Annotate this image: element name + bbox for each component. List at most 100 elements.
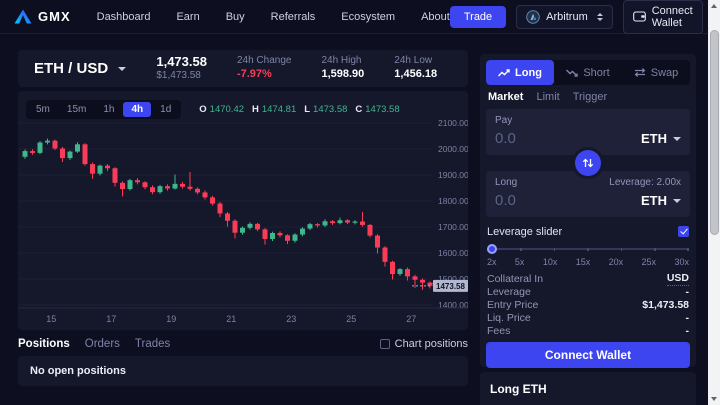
- leverage-label: Leverage: [487, 285, 531, 298]
- long-label: Long: [495, 177, 518, 188]
- collateral-value[interactable]: USD: [666, 271, 689, 286]
- low-value: 1,456.18: [394, 67, 438, 80]
- gmx-triangle-icon: [14, 9, 32, 24]
- trend-up-icon: [498, 68, 510, 77]
- svg-text:27: 27: [406, 314, 416, 324]
- chevron-down-icon: [118, 67, 127, 72]
- wallet-icon: [632, 11, 646, 22]
- slider-tick-labels: 2x 5x 10x 15x 20x 25x 30x: [487, 257, 689, 267]
- pair-selector[interactable]: ETH / USD: [34, 60, 127, 77]
- tick-2x[interactable]: 2x: [487, 257, 497, 267]
- order-type-limit[interactable]: Limit: [536, 91, 560, 103]
- timeframe-15m[interactable]: 15m: [66, 103, 87, 115]
- nav-item-dashboard[interactable]: Dashboard: [96, 10, 151, 23]
- slider-track[interactable]: [487, 244, 689, 254]
- page-scrollbar[interactable]: [708, 0, 720, 405]
- high-letter: H: [252, 103, 259, 115]
- timeframe-5m[interactable]: 5m: [36, 103, 50, 115]
- tick-10x[interactable]: 10x: [542, 257, 558, 267]
- tick-5x[interactable]: 5x: [514, 257, 525, 267]
- long-eth-title: Long ETH: [490, 382, 547, 396]
- nav-item-ecosystem[interactable]: Ecosystem: [341, 10, 396, 23]
- tab-trades[interactable]: Trades: [134, 337, 171, 350]
- long-token-selector[interactable]: ETH: [641, 193, 681, 208]
- pay-amount-input[interactable]: 0.0: [495, 130, 516, 147]
- network-selector[interactable]: Arbitrum: [516, 4, 613, 29]
- pay-label: Pay: [495, 115, 513, 126]
- info-row-liq-price: Liq. Price -: [487, 311, 689, 324]
- timeframe-1h[interactable]: 1h: [103, 103, 115, 115]
- market-header: ETH / USD 1,473.58 $1,473.58 24h Change …: [18, 50, 468, 87]
- tab-short[interactable]: Short: [554, 60, 622, 85]
- connect-wallet-submit-button[interactable]: Connect Wallet: [486, 342, 690, 368]
- candlestick-chart[interactable]: 2100.00 2000.00 1900.00 1800.00 1700.00 1600.…: [18, 118, 469, 327]
- pair-label: ETH / USD: [34, 60, 109, 77]
- high-stat: 24h High 1,598.90: [321, 55, 364, 81]
- fees-label: Fees: [487, 324, 511, 337]
- up-down-arrows-icon: [582, 158, 594, 168]
- nav-item-buy[interactable]: Buy: [225, 10, 245, 23]
- tick-20x[interactable]: 20x: [608, 257, 624, 267]
- slider-handle[interactable]: [487, 244, 497, 254]
- chart-positions-toggle[interactable]: Chart positions: [379, 337, 468, 350]
- order-type-market[interactable]: Market: [488, 91, 524, 103]
- order-info-rows: Collateral In USD Leverage - Entry Price…: [486, 272, 690, 337]
- pay-input-box: Pay 0.0 ETH: [486, 109, 690, 155]
- tab-swap[interactable]: Swap: [622, 60, 690, 85]
- timeframe-4h[interactable]: 4h: [123, 101, 152, 117]
- scrollbar-down-arrow[interactable]: [708, 393, 720, 405]
- high-ohlc-value: 1474.81: [261, 103, 297, 115]
- leverage-hint: Leverage: 2.00x: [609, 177, 681, 188]
- nav-item-about[interactable]: About: [421, 10, 450, 23]
- entry-price-label: Entry Price: [487, 298, 539, 311]
- svg-text:15: 15: [46, 314, 56, 324]
- entry-price-value: $1,473.58: [642, 298, 689, 311]
- close-value: 1473.58: [365, 103, 400, 115]
- change-value: -7.97%: [236, 67, 272, 80]
- ohlc-readout: O 1470.42 H 1474.81 L 1473.58 C 1473.58: [199, 104, 399, 115]
- tab-positions[interactable]: Positions: [18, 337, 70, 350]
- nav-item-referrals[interactable]: Referrals: [270, 10, 316, 23]
- svg-text:2100.00: 2100.00: [438, 119, 468, 128]
- long-amount-input[interactable]: 0.0: [495, 192, 516, 209]
- gmx-logo[interactable]: GMX: [14, 9, 71, 24]
- switch-tokens-button[interactable]: [575, 150, 601, 176]
- nav-links: Dashboard Earn Buy Referrals Ecosystem A…: [97, 11, 450, 23]
- close-letter: C: [355, 103, 363, 115]
- chart-positions-label: Chart positions: [394, 337, 468, 350]
- open-value: 1470.42: [209, 103, 245, 115]
- liq-price-value: -: [685, 311, 690, 324]
- leverage-slider-row: Leverage slider: [486, 225, 690, 238]
- svg-text:21: 21: [226, 314, 236, 324]
- scrollbar-up-arrow[interactable]: [708, 0, 720, 12]
- tab-orders[interactable]: Orders: [84, 337, 120, 350]
- change-label: 24h Change: [236, 55, 292, 67]
- index-price: $1,473.58: [156, 70, 201, 82]
- nav-item-earn[interactable]: Earn: [176, 10, 200, 23]
- svg-text:2000.00: 2000.00: [438, 144, 468, 154]
- connect-wallet-button[interactable]: Connect Wallet: [622, 0, 703, 34]
- svg-text:1500.00: 1500.00: [438, 274, 468, 284]
- chart-toolbar: 5m 15m 1h 4h 1d O 1470.42 H 1474.81 L 1473.…: [26, 99, 460, 119]
- low-ohlc-value: 1473.58: [313, 103, 348, 115]
- tick-25x[interactable]: 25x: [641, 257, 657, 267]
- svg-text:1400.00: 1400.00: [438, 300, 468, 310]
- order-type-trigger[interactable]: Trigger: [572, 91, 608, 103]
- chart-positions-checkbox[interactable]: [379, 338, 390, 349]
- leverage-slider-checkbox[interactable]: [678, 226, 689, 237]
- timeframe-1d[interactable]: 1d: [160, 103, 172, 115]
- positions-tabbar: Positions Orders Trades Chart positions: [18, 336, 468, 351]
- change-stat: 24h Change -7.97%: [237, 55, 292, 81]
- info-row-leverage: Leverage -: [487, 285, 689, 298]
- svg-text:1700.00: 1700.00: [438, 222, 468, 232]
- tab-long[interactable]: Long: [486, 60, 554, 85]
- tick-30x[interactable]: 30x: [674, 257, 689, 267]
- nav-right: Trade Arbitrum: [449, 0, 703, 34]
- trade-button[interactable]: Trade: [449, 5, 507, 28]
- scrollbar-thumb[interactable]: [709, 30, 719, 235]
- tick-15x[interactable]: 15x: [575, 257, 591, 267]
- trade-panel: Long Short Swap Market Limit Trigger: [480, 54, 696, 368]
- pay-token-selector[interactable]: ETH: [641, 131, 681, 146]
- direction-tabs: Long Short Swap: [486, 60, 690, 85]
